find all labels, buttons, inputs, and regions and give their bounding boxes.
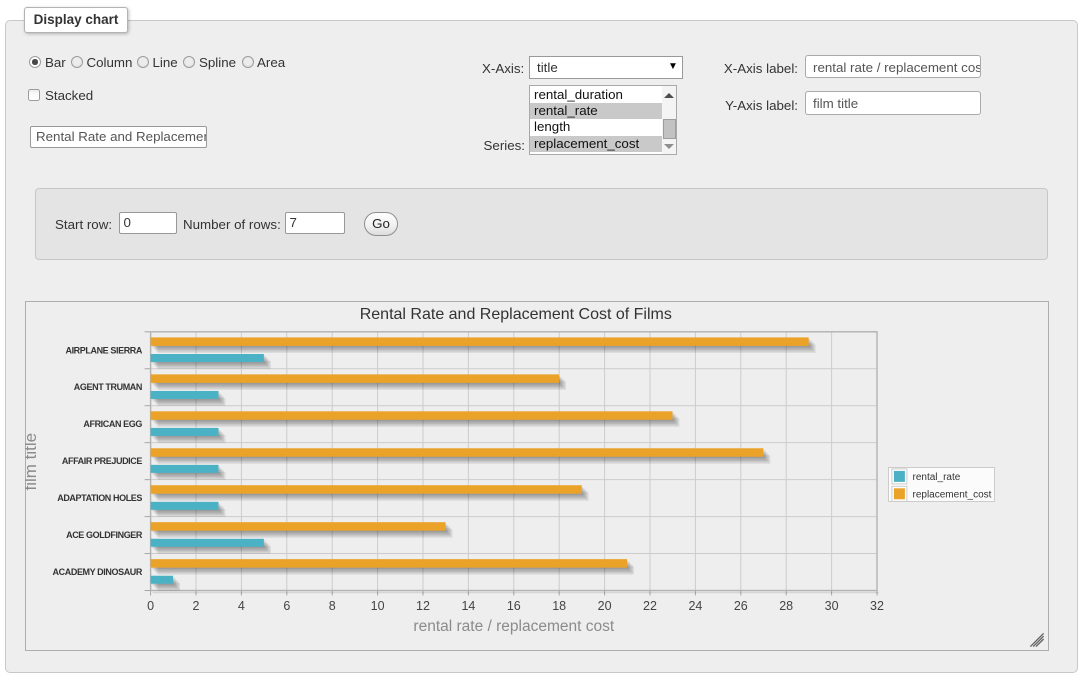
svg-text:18: 18	[552, 599, 566, 613]
svg-text:8: 8	[329, 599, 336, 613]
svg-text:ADAPTATION HOLES: ADAPTATION HOLES	[57, 493, 142, 503]
svg-text:28: 28	[779, 599, 793, 613]
svg-text:rental rate / replacement cost: rental rate / replacement cost	[413, 618, 614, 635]
svg-text:2: 2	[193, 599, 200, 613]
svg-text:ACE GOLDFINGER: ACE GOLDFINGER	[66, 530, 143, 540]
svg-text:32: 32	[870, 599, 884, 613]
svg-text:AFFAIR PREJUDICE: AFFAIR PREJUDICE	[62, 456, 143, 466]
svg-text:20: 20	[598, 599, 612, 613]
svg-text:12: 12	[416, 599, 430, 613]
svg-text:14: 14	[461, 599, 475, 613]
svg-text:22: 22	[643, 599, 657, 613]
svg-text:rental_rate: rental_rate	[913, 472, 961, 483]
svg-text:16: 16	[507, 599, 521, 613]
svg-text:AGENT TRUMAN: AGENT TRUMAN	[74, 382, 142, 392]
svg-text:26: 26	[734, 599, 748, 613]
svg-text:6: 6	[283, 599, 290, 613]
svg-text:0: 0	[147, 599, 154, 613]
svg-text:4: 4	[238, 599, 245, 613]
svg-text:film title: film title	[25, 433, 40, 491]
svg-text:AIRPLANE SIERRA: AIRPLANE SIERRA	[65, 345, 142, 355]
svg-text:ACADEMY DINOSAUR: ACADEMY DINOSAUR	[53, 567, 143, 577]
svg-text:Rental Rate and Replacement Co: Rental Rate and Replacement Cost of Film…	[360, 306, 672, 323]
svg-text:24: 24	[688, 599, 702, 613]
svg-text:replacement_cost: replacement_cost	[913, 490, 992, 501]
svg-text:30: 30	[825, 599, 839, 613]
svg-text:10: 10	[371, 599, 385, 613]
svg-text:AFRICAN EGG: AFRICAN EGG	[83, 419, 142, 429]
